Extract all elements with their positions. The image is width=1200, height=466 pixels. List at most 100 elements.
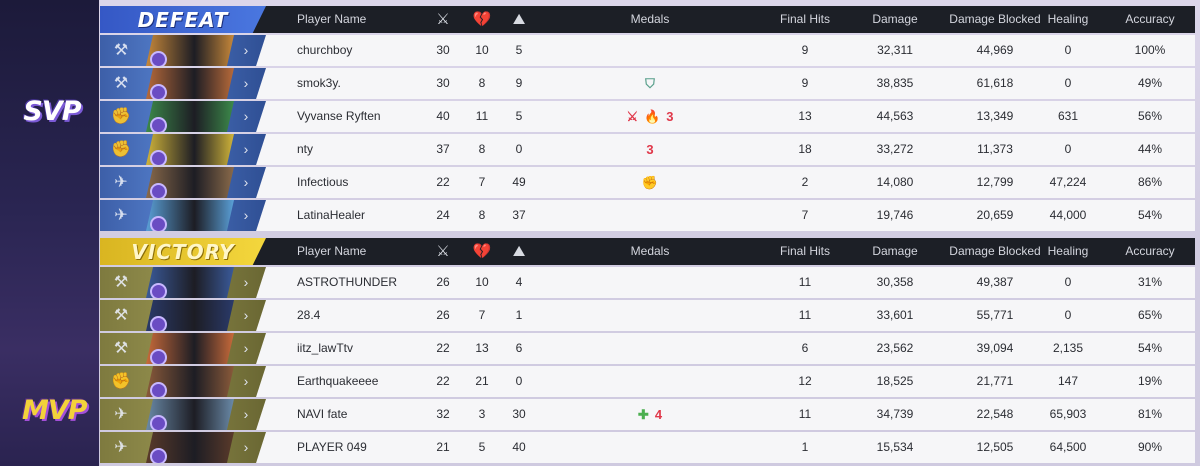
deaths: 11 (475, 109, 489, 123)
player-row[interactable]: ⚒ › iitz_lawTtv 22 13 6 6 23,562 39,094 2,135 54% (100, 333, 1195, 364)
chevron-right-icon[interactable]: › (243, 108, 249, 124)
damage: 34,739 (876, 407, 914, 421)
damage-blocked: 12,799 (976, 175, 1014, 189)
final-hits: 9 (801, 76, 809, 90)
kills: 24 (436, 208, 450, 222)
damage: 33,601 (876, 308, 914, 322)
hero-portrait[interactable]: ⚒ › (100, 267, 266, 298)
duelist-icon: ✊ (111, 108, 131, 125)
healing: 65,903 (1049, 407, 1087, 421)
hero-portrait[interactable]: ✊ › (100, 366, 266, 397)
player-name[interactable]: Infectious (297, 175, 349, 189)
fist-medal-icon: ✊ (641, 175, 659, 190)
hero-portrait[interactable]: ✊ › (100, 134, 266, 165)
player-row[interactable]: ⚒ › ASTROTHUNDER 26 10 4 11 30,358 49,387 0 31% (100, 267, 1195, 298)
hero-portrait[interactable]: ✈ › (100, 432, 266, 463)
player-name[interactable]: churchboy (297, 43, 353, 57)
player-row[interactable]: ✈ › Infectious 22 7 49 2 14,080 12,799 47,224 86% ✊ (100, 167, 1195, 198)
player-name[interactable]: NAVI fate (297, 407, 348, 421)
rank-icon (150, 415, 167, 430)
victory-result-banner: VICTORY (100, 238, 266, 265)
strategist-icon: ✈ (114, 207, 128, 224)
healing: 0 (1064, 43, 1072, 57)
chevron-right-icon[interactable]: › (243, 406, 249, 422)
hero-portrait[interactable]: ⚒ › (100, 35, 266, 66)
kills: 21 (436, 440, 450, 454)
assists: 6 (515, 341, 523, 355)
player-name[interactable]: PLAYER 049 (297, 440, 367, 454)
deaths: 8 (478, 208, 486, 222)
deaths: 10 (475, 43, 489, 57)
hero-portrait[interactable]: ✊ › (100, 101, 266, 132)
healing: 0 (1064, 76, 1072, 90)
damage-blocked: 49,387 (976, 275, 1014, 289)
accuracy: 44% (1137, 142, 1163, 156)
vanguard-icon: ⚒ (113, 75, 129, 92)
player-name[interactable]: 28.4 (297, 308, 321, 322)
damage-blocked: 20,659 (976, 208, 1014, 222)
player-row[interactable]: ✈ › PLAYER 049 21 5 40 1 15,534 12,505 64,500 90% (100, 432, 1195, 463)
chevron-right-icon[interactable]: › (243, 42, 249, 58)
hero-portrait[interactable]: ⚒ › (100, 300, 266, 331)
final-hits: 2 (801, 175, 809, 189)
damage-blocked-header: Damage Blocked (949, 12, 1041, 26)
assists: 4 (515, 275, 523, 289)
hero-portrait[interactable]: ⚒ › (100, 333, 266, 364)
deaths-icon: 💔 (472, 11, 492, 28)
player-row[interactable]: ⚒ › smok3y. 30 8 9 9 38,835 61,618 0 49% ⛉ (100, 68, 1195, 99)
player-name[interactable]: nty (297, 142, 314, 156)
medals: ✊ (580, 167, 720, 198)
rank-icon (150, 349, 167, 364)
accuracy: 49% (1137, 76, 1163, 90)
kills: 30 (436, 43, 450, 57)
player-name[interactable]: smok3y. (297, 76, 341, 90)
accuracy-header: Accuracy (1125, 12, 1175, 26)
kills-icon: ⚔ (436, 243, 450, 260)
chevron-right-icon[interactable]: › (243, 439, 249, 455)
player-row[interactable]: ✈ › NAVI fate 32 3 30 11 34,739 22,548 65,903 81% ✚… (100, 399, 1195, 430)
mvp-badge: MVP (22, 395, 88, 426)
player-row[interactable]: ⚒ › churchboy 30 10 5 9 32,311 44,969 0 100% (100, 35, 1195, 66)
chevron-right-icon[interactable]: › (243, 340, 249, 356)
hero-portrait[interactable]: ✈ › (100, 167, 266, 198)
damage-blocked-header: Damage Blocked (949, 244, 1041, 258)
kills: 30 (436, 76, 450, 90)
player-row[interactable]: ✊ › nty 37 8 0 18 33,272 11,373 0 44% 3 (100, 134, 1195, 165)
player-row[interactable]: ✊ › Earthquakeeee 22 21 0 12 18,525 21,771 147 19% (100, 366, 1195, 397)
player-row[interactable]: ✊ › Vyvanse Ryften 40 11 5 13 44,563 13,349 631 56… (100, 101, 1195, 132)
chevron-right-icon[interactable]: › (243, 75, 249, 91)
shield-medal-icon: ⛉ (645, 76, 655, 91)
accuracy: 81% (1137, 407, 1163, 421)
final-hits: 6 (801, 341, 809, 355)
chevron-right-icon[interactable]: › (243, 207, 249, 223)
hero-portrait[interactable]: ⚒ › (100, 68, 266, 99)
player-row[interactable]: ✈ › LatinaHealer 24 8 37 7 19,746 20,659 44,000 54… (100, 200, 1195, 231)
chevron-right-icon[interactable]: › (243, 174, 249, 190)
hero-portrait[interactable]: ✈ › (100, 399, 266, 430)
player-name[interactable]: iitz_lawTtv (297, 341, 354, 355)
medals (580, 35, 720, 66)
chevron-right-icon[interactable]: › (243, 141, 249, 157)
duelist-icon: ✊ (111, 373, 131, 390)
assists: 30 (512, 407, 526, 421)
player-name[interactable]: ASTROTHUNDER (297, 275, 398, 289)
rank-icon (150, 382, 167, 397)
chevron-right-icon[interactable]: › (243, 307, 249, 323)
damage: 38,835 (876, 76, 914, 90)
accuracy: 90% (1137, 440, 1163, 454)
medals-header: Medals (630, 12, 670, 26)
accuracy: 54% (1137, 208, 1163, 222)
player-name[interactable]: Earthquakeeee (297, 374, 379, 388)
damage: 23,562 (876, 341, 914, 355)
healing: 147 (1057, 374, 1079, 388)
player-row[interactable]: ⚒ › 28.4 26 7 1 11 33,601 55,771 0 65% (100, 300, 1195, 331)
chevron-right-icon[interactable]: › (243, 274, 249, 290)
assists: 37 (512, 208, 526, 222)
hero-portrait[interactable]: ✈ › (100, 200, 266, 231)
medals: ✚ 4 (580, 399, 720, 430)
damage-blocked: 11,373 (977, 142, 1013, 156)
victory-player-rows: ⚒ › ASTROTHUNDER 26 10 4 11 30,358 49,387 0 31% ⚒ › 2… (100, 267, 1195, 463)
player-name[interactable]: LatinaHealer (297, 208, 366, 222)
chevron-right-icon[interactable]: › (243, 373, 249, 389)
player-name[interactable]: Vyvanse Ryften (297, 109, 381, 123)
